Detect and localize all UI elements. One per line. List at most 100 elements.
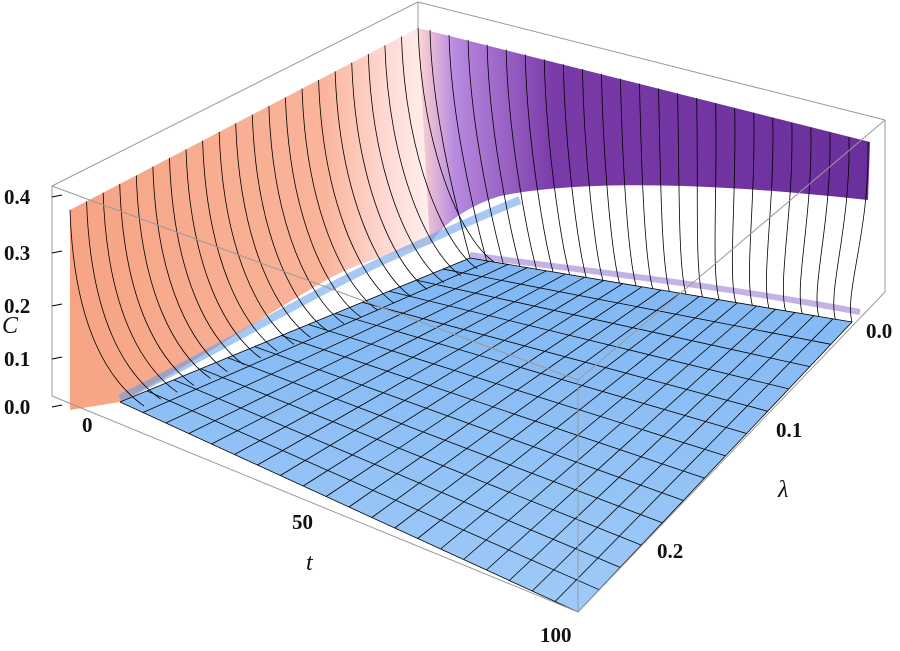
- back-wall-curve: [816, 132, 831, 317]
- wall-curve: [218, 131, 295, 345]
- mesh-line-t: [325, 286, 643, 497]
- surface-back-wall: [418, 28, 870, 245]
- wall-curve: [202, 140, 278, 352]
- wall-curve: [401, 36, 478, 270]
- wall-curve: [318, 79, 395, 304]
- mesh-line-lambda: [443, 268, 831, 345]
- mesh-line-t: [440, 302, 738, 550]
- mesh-line-t: [531, 315, 815, 592]
- z-tick-mark: [51, 303, 63, 307]
- wall-curve: [384, 45, 461, 277]
- wall-curve: [251, 114, 328, 331]
- lambda-tick-label: 0.0: [866, 319, 892, 343]
- t-axis-ticks: 0 50 100: [82, 413, 572, 647]
- wall-curve: [334, 71, 411, 297]
- mesh-line-lambda: [227, 357, 663, 524]
- lambda-axis-ticks: 0.0 0.1 0.2: [657, 319, 892, 563]
- mesh-line-lambda: [254, 346, 684, 501]
- mesh-line-t: [188, 267, 528, 434]
- back-wall-curve: [562, 64, 587, 278]
- z-tick-label: 0.2: [4, 294, 30, 318]
- mesh-line-t: [302, 283, 624, 487]
- z-tick-mark: [51, 250, 63, 254]
- surface-fold-highlight: [118, 196, 861, 402]
- mesh-line-lambda: [469, 257, 853, 323]
- mesh-line-t: [211, 270, 547, 445]
- mesh-line-t: [463, 305, 757, 560]
- back-wall-curve: [505, 49, 537, 270]
- wall-curve: [351, 62, 428, 290]
- z-tick-mark: [51, 404, 63, 408]
- back-wall-curve: [543, 59, 571, 275]
- back-wall-curve: [467, 39, 504, 264]
- surface-floor: [120, 258, 852, 612]
- mesh-line-t: [165, 264, 509, 424]
- z-tick-mark: [51, 356, 63, 360]
- wall-curve: [268, 105, 345, 325]
- t-tick-label: 50: [292, 510, 313, 534]
- mesh-line-t: [371, 292, 681, 518]
- mesh-line-lambda: [281, 335, 705, 479]
- mesh-line-lambda: [362, 301, 768, 412]
- wall-curve: [301, 88, 378, 311]
- wall-curve: [285, 97, 361, 318]
- t-axis-label: t: [306, 550, 314, 576]
- bounding-box-front: [51, 119, 886, 613]
- back-wall-curve: [524, 54, 554, 273]
- wall-curve: [86, 201, 161, 400]
- wall-curve: [367, 53, 445, 283]
- mesh-line-t: [234, 273, 566, 455]
- wall-curve: [417, 27, 495, 263]
- lambda-axis-label: λ: [777, 477, 788, 503]
- back-wall-curve: [714, 103, 720, 300]
- back-wall-curve: [620, 78, 637, 286]
- wall-curve: [169, 157, 245, 366]
- lambda-tick-label: 0.2: [657, 539, 683, 563]
- back-wall-curve: [581, 68, 604, 281]
- mesh-line-lambda: [308, 324, 726, 457]
- back-wall-curve: [766, 117, 774, 309]
- mesh-line-t: [417, 299, 719, 539]
- back-wall-curve: [799, 127, 812, 314]
- mesh-line-t: [280, 280, 604, 476]
- mesh-line-t: [257, 276, 585, 466]
- lambda-tick-label: 0.1: [776, 418, 802, 442]
- back-wall-curve: [639, 83, 654, 289]
- mesh-line-lambda: [119, 401, 579, 613]
- mesh-line-t: [142, 260, 490, 413]
- back-wall-curve: [429, 29, 471, 259]
- z-tick-label: 0.4: [4, 185, 31, 209]
- surface-front-wall: [70, 28, 430, 410]
- mesh-line-t: [486, 308, 776, 571]
- mesh-line-t: [394, 296, 700, 529]
- back-wall-curve: [658, 88, 670, 292]
- back-wall-curve: [486, 44, 521, 267]
- mesh-line-lambda: [200, 368, 642, 546]
- mesh-line-lambda: [146, 390, 600, 591]
- wall-curve: [102, 192, 178, 393]
- z-tick-label: 0.0: [4, 395, 30, 419]
- t-tick-label: 0: [82, 413, 93, 437]
- z-axis-ticks: 0.4 0.3 0.2 0.1 0.0: [4, 185, 63, 419]
- back-wall-curve: [731, 107, 737, 303]
- mesh-line-t: [554, 318, 834, 602]
- z-tick-label: 0.1: [4, 347, 30, 371]
- mesh-line-lambda: [416, 279, 810, 368]
- back-wall-curve: [833, 137, 850, 320]
- back-wall-curve: [782, 122, 793, 311]
- back-wall-curve: [600, 73, 620, 284]
- z-tick-mark: [51, 194, 63, 198]
- t-tick-label: 100: [540, 623, 572, 647]
- mesh-line-lambda: [335, 313, 747, 434]
- back-wall-curve: [677, 93, 687, 295]
- back-wall-curve: [749, 112, 755, 306]
- mesh-line-lambda: [389, 290, 789, 390]
- back-wall-curve: [850, 141, 869, 323]
- back-wall-curve: [448, 34, 487, 261]
- z-axis-label: C: [2, 313, 19, 339]
- wall-curve: [152, 166, 228, 373]
- mesh-line-t: [577, 321, 853, 613]
- mesh-line-t: [119, 257, 471, 403]
- mesh-line-t: [348, 289, 662, 508]
- back-wall-curve: [696, 98, 703, 298]
